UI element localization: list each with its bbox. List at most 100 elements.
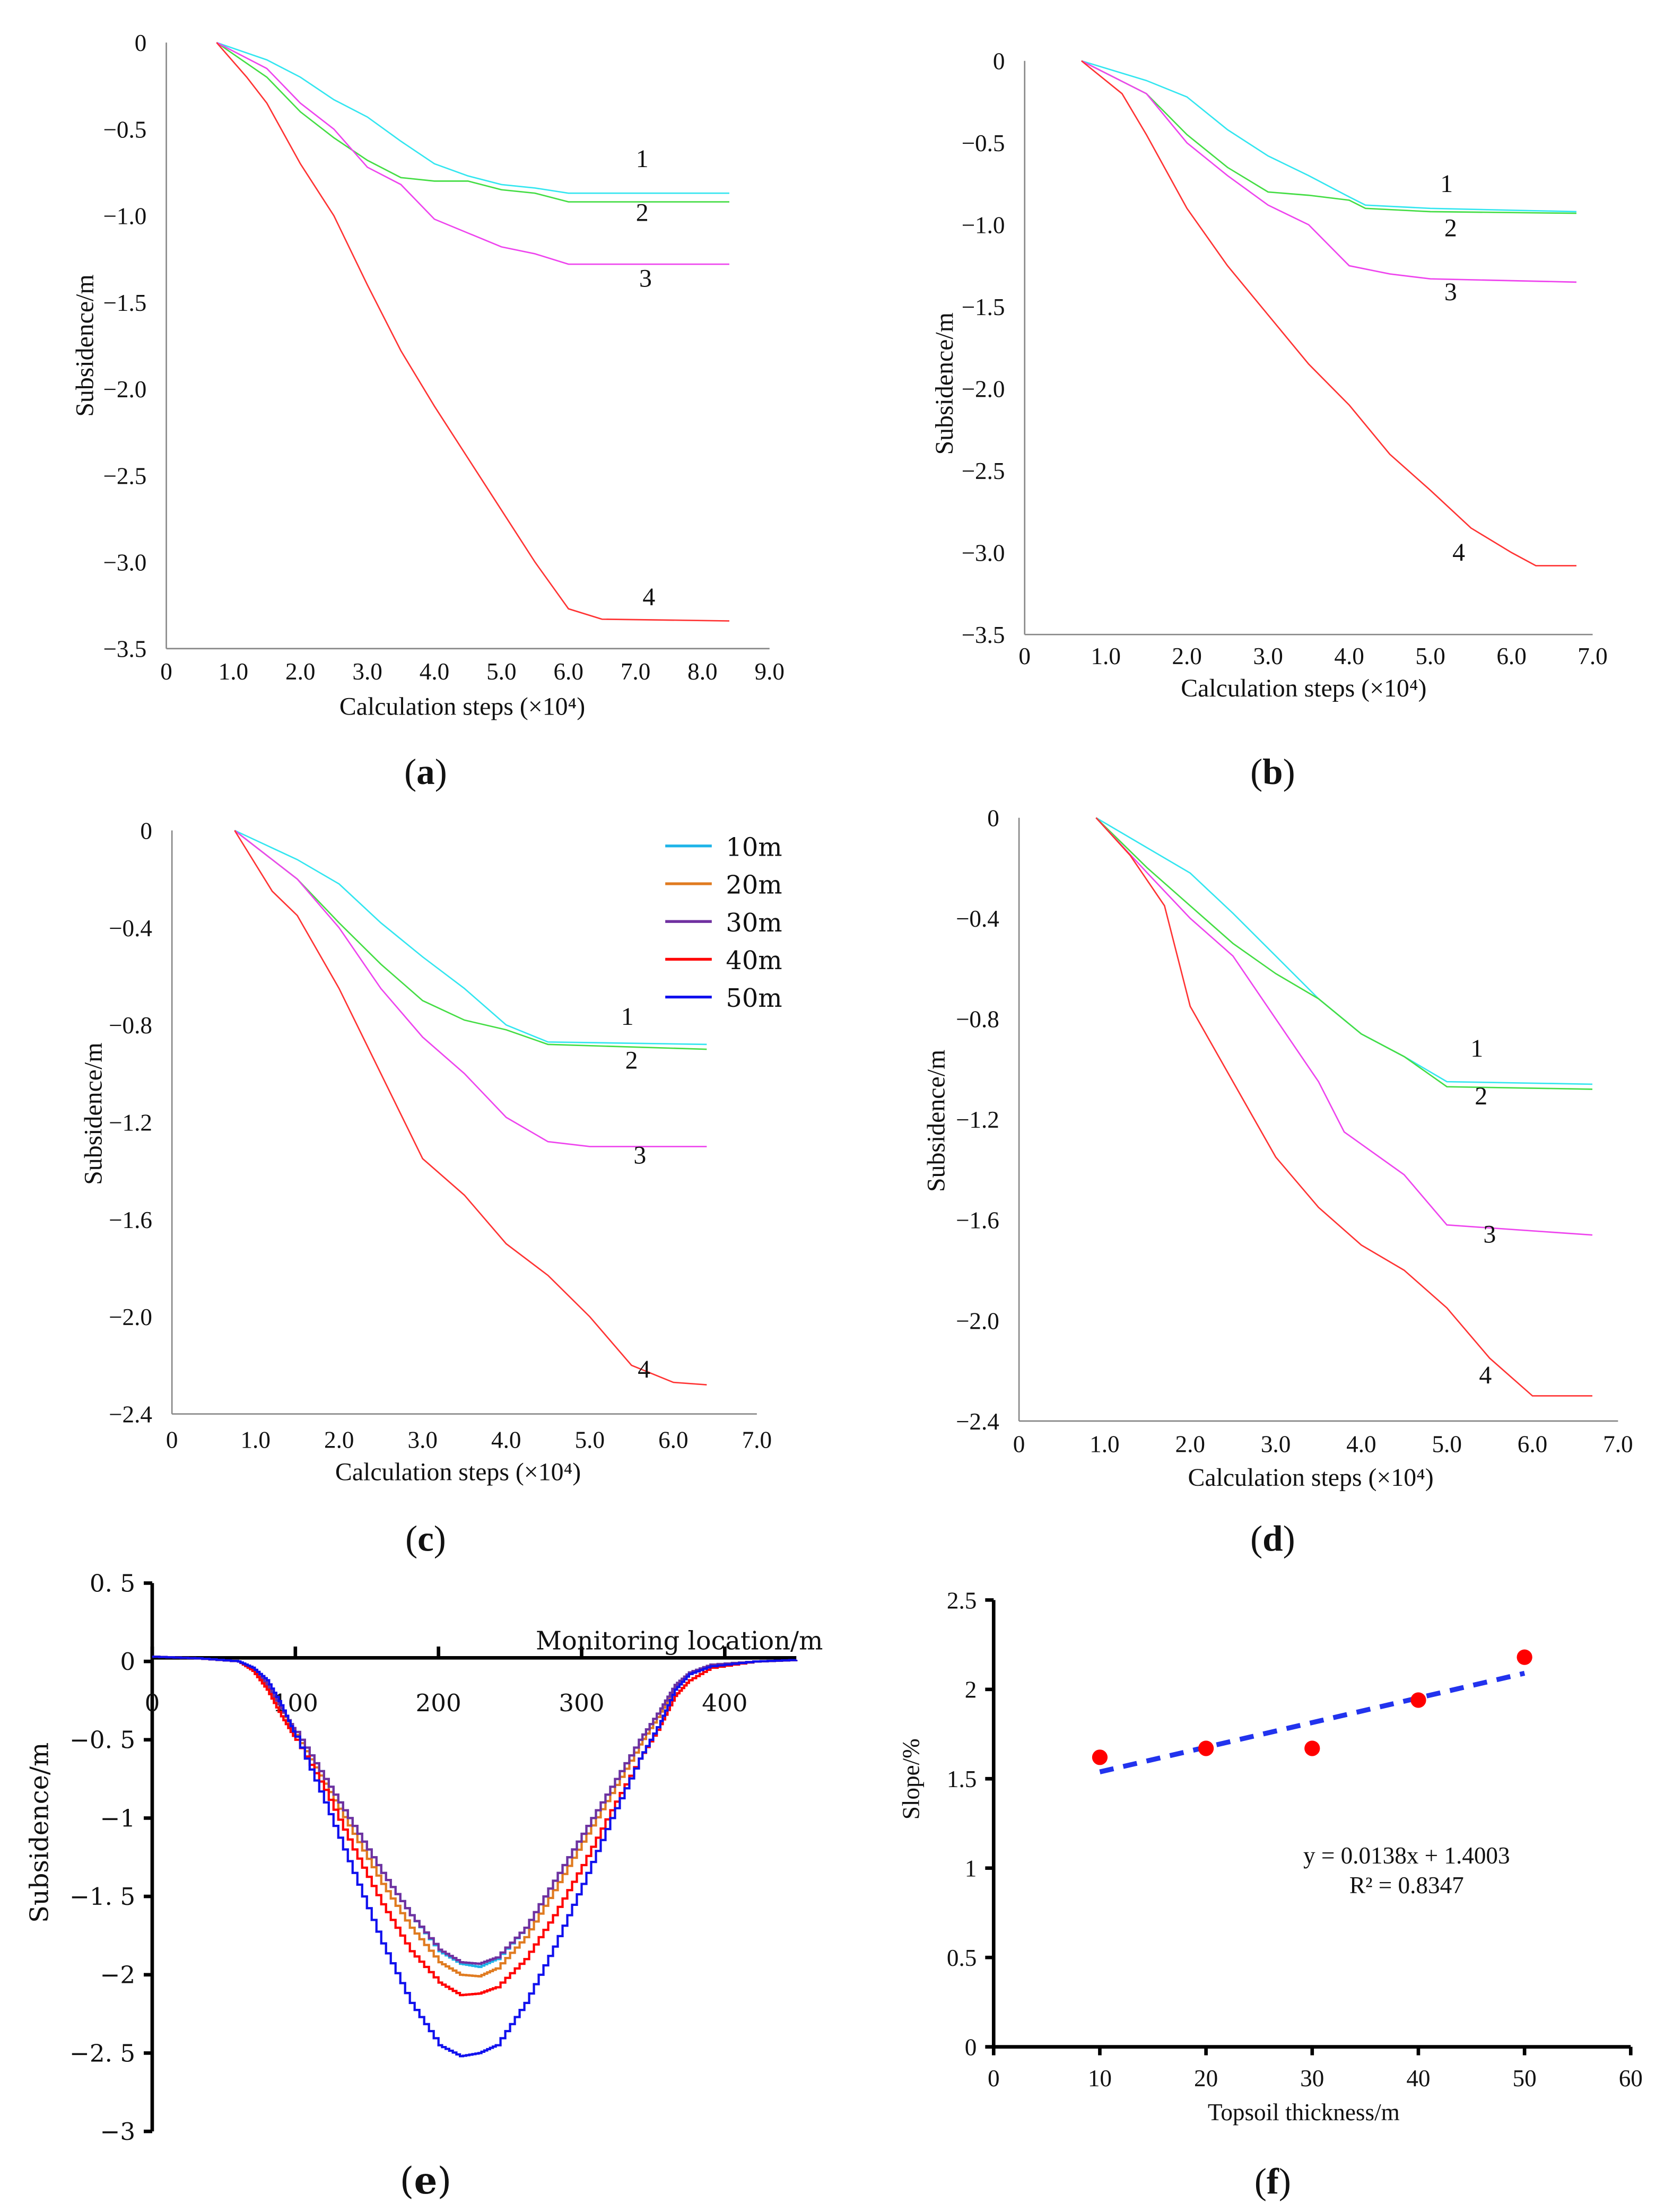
x-tick-label: 5.0 xyxy=(1415,643,1445,669)
y-tick-label: −2 xyxy=(100,1961,136,1989)
x-tick-label: 5.0 xyxy=(575,1426,605,1453)
x-tick-label: 0 xyxy=(160,658,172,685)
caption-paren: ) xyxy=(434,1518,446,1558)
x-axis-title: Calculation steps (×10⁴) xyxy=(1188,1464,1434,1492)
data-point xyxy=(1304,1740,1320,1756)
caption-letter: a xyxy=(416,751,435,792)
x-tick-label: 7.0 xyxy=(1578,643,1607,669)
caption-letter: e xyxy=(414,2159,437,2202)
x-tick-label: 3.0 xyxy=(352,658,382,685)
y-tick-label: −1.0 xyxy=(962,212,1005,239)
series-line-3 xyxy=(216,42,729,265)
x-tick-label: 7.0 xyxy=(742,1426,772,1453)
series-label: 2 xyxy=(1444,214,1457,242)
y-tick-label: −0.8 xyxy=(109,1012,152,1039)
y-tick-label: 0.5 xyxy=(947,1945,977,1971)
y-tick-label: −3 xyxy=(100,2118,136,2146)
y-tick-label: −0.5 xyxy=(962,130,1005,156)
y-tick-label: −2.0 xyxy=(962,376,1005,403)
y-tick-label: −1. 5 xyxy=(69,1883,135,1911)
y-tick-label: −1.6 xyxy=(956,1207,999,1234)
x-tick-label: 0 xyxy=(1013,1431,1025,1457)
series-line-30m xyxy=(152,1656,798,1965)
panel-caption: (a) xyxy=(404,751,447,792)
chart-panel-c: 0 −0.4 −0.8 −1.2 −1.6 −2.0 −2.4 0 1.0 2.0 3.0 4.0 5.… xyxy=(79,817,772,1558)
y-tick-label: −1.2 xyxy=(109,1109,152,1136)
series-line-3 xyxy=(234,830,707,1147)
caption-paren: ( xyxy=(1254,2161,1267,2201)
panel-caption: (c) xyxy=(405,1518,446,1558)
caption-letter: f xyxy=(1267,2161,1279,2201)
y-axis-title: Subsidence/m xyxy=(25,1743,54,1923)
caption-paren: ) xyxy=(435,751,447,792)
panel-caption: (e) xyxy=(400,2159,452,2202)
y-tick-label: −0.5 xyxy=(103,116,146,143)
y-tick-label: 2 xyxy=(965,1677,977,1703)
y-tick-label: −2.0 xyxy=(956,1308,999,1334)
x-tick-label: 6.0 xyxy=(1496,643,1526,669)
chart-panel-a: 0 −0.5 −1.0 −1.5 −2.0 −2.5 −3.0 −3.5 0 1.0 2.0 3.0 4… xyxy=(71,30,785,792)
series-line-40m xyxy=(152,1656,798,1997)
x-tick-label: 0 xyxy=(166,1426,178,1453)
y-tick-label: −3.5 xyxy=(962,622,1005,648)
y-tick-label: −1.5 xyxy=(962,294,1005,320)
x-tick-label: 3.0 xyxy=(1253,643,1283,669)
x-tick-label: 40 xyxy=(1406,2065,1430,2092)
series-line-2 xyxy=(1081,60,1576,214)
caption-paren: ) xyxy=(1279,2161,1291,2201)
legend-label: 10m xyxy=(726,833,782,862)
series-line-1 xyxy=(234,830,707,1046)
series-label: 4 xyxy=(1479,1361,1492,1389)
x-tick-label: 60 xyxy=(1619,2065,1643,2092)
r-squared: R² = 0.8347 xyxy=(1349,1872,1464,1899)
series-label: 2 xyxy=(636,198,649,227)
x-tick-label: 2.0 xyxy=(1175,1431,1205,1457)
trendline xyxy=(1099,1670,1526,1774)
panel-caption: (f) xyxy=(1254,2161,1291,2201)
series-line-4 xyxy=(1095,817,1592,1397)
series-label: 2 xyxy=(1475,1082,1487,1110)
caption-paren: ( xyxy=(400,2160,414,2202)
x-axis-title: Topsoil thickness/m xyxy=(1208,2099,1400,2126)
y-tick-label: −1.6 xyxy=(109,1207,152,1233)
x-tick-label: 0 xyxy=(988,2065,1000,2092)
y-tick-label: −2.0 xyxy=(103,376,146,403)
x-tick-label: 50 xyxy=(1513,2065,1537,2092)
series-label: 1 xyxy=(1470,1034,1483,1063)
y-tick-label: 2.5 xyxy=(947,1587,977,1614)
y-tick-label: −0.4 xyxy=(109,915,152,942)
series-line-2 xyxy=(1095,817,1593,1090)
y-tick-label: 0 xyxy=(140,817,152,844)
trend-equation: y = 0.0138x + 1.4003 xyxy=(1303,1842,1510,1869)
caption-letter: b xyxy=(1262,751,1283,792)
series-label: 1 xyxy=(636,145,649,173)
x-tick-label: 1.0 xyxy=(240,1426,270,1453)
x-axis-title: Calculation steps (×10⁴) xyxy=(1181,674,1426,702)
y-tick-label: 0 xyxy=(120,1648,135,1676)
series-label: 3 xyxy=(1444,278,1457,306)
x-tick-label: 3.0 xyxy=(1261,1431,1291,1457)
x-tick-label: 0 xyxy=(1018,643,1031,669)
caption-paren: ( xyxy=(1250,1518,1262,1558)
series-line-1 xyxy=(1081,60,1576,213)
series-label: 1 xyxy=(621,1003,634,1031)
legend-label: 40m xyxy=(726,946,782,976)
y-tick-label: −0.8 xyxy=(956,1006,999,1033)
series-label: 2 xyxy=(625,1047,638,1075)
x-tick-label: 4.0 xyxy=(491,1426,521,1453)
legend-label: 50m xyxy=(726,984,782,1013)
y-tick-label: −2.5 xyxy=(962,458,1005,484)
panel-caption: (d) xyxy=(1250,1518,1295,1558)
x-tick-label: 2.0 xyxy=(285,658,315,685)
caption-paren: ( xyxy=(1250,751,1262,792)
x-tick-label: 3.0 xyxy=(408,1426,438,1453)
y-tick-label: 0 xyxy=(993,48,1005,75)
panel-caption: (b) xyxy=(1250,751,1295,792)
x-tick-label: 8.0 xyxy=(687,658,717,685)
caption-paren: ) xyxy=(1283,1518,1295,1558)
x-tick-label: 7.0 xyxy=(621,658,650,685)
x-tick-label: 0 xyxy=(145,1689,160,1717)
y-tick-label: −0. 5 xyxy=(69,1726,135,1754)
y-tick-label: −3.5 xyxy=(103,636,146,663)
